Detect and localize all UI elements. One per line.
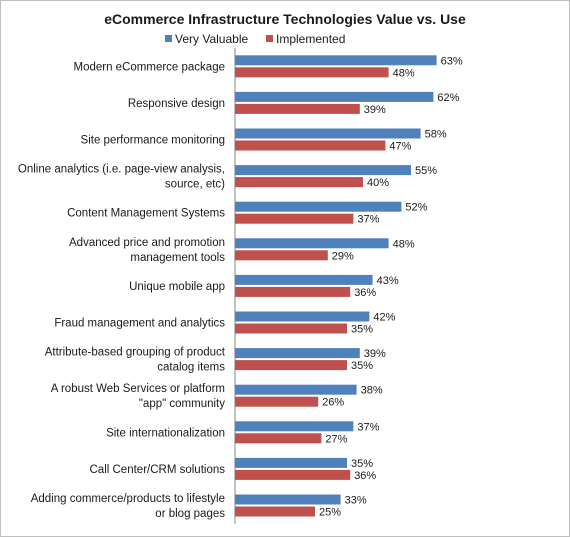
data-label-implemented-10: 26% (322, 397, 344, 409)
bar-implemented-12 (235, 469, 351, 480)
bar-implemented-13 (235, 506, 315, 517)
bar-implemented-9 (235, 360, 347, 371)
bar-very-valuable-9 (235, 348, 360, 359)
bar-implemented-1 (235, 67, 389, 78)
bar-very-valuable-13 (235, 494, 341, 505)
bar-very-valuable-12 (235, 457, 347, 468)
bar-implemented-8 (235, 323, 347, 334)
category-label-8: Fraud management and analytics (54, 318, 225, 330)
bar-very-valuable-8 (235, 311, 370, 322)
bar-implemented-4 (235, 177, 363, 188)
category-label-9-line-1: Attribute-based grouping of product (45, 347, 226, 359)
data-label-implemented-3: 47% (389, 141, 411, 153)
category-label-11: Site internationalization (106, 427, 225, 439)
data-label-implemented-2: 39% (364, 104, 386, 116)
bar-very-valuable-10 (235, 384, 357, 395)
bar-implemented-11 (235, 433, 322, 444)
data-label-very-valuable-1: 63% (441, 55, 463, 67)
data-label-very-valuable-11: 37% (357, 421, 379, 433)
bar-implemented-3 (235, 140, 386, 151)
category-label-9-line-2: catalog items (157, 362, 225, 374)
bar-implemented-6 (235, 250, 328, 261)
category-label-7: Unique mobile app (129, 281, 225, 293)
data-label-very-valuable-10: 38% (361, 385, 383, 397)
data-label-implemented-12: 36% (354, 470, 376, 482)
category-label-2: Responsive design (128, 98, 225, 110)
data-label-implemented-9: 35% (351, 360, 373, 372)
data-label-very-valuable-5: 52% (405, 202, 427, 214)
category-label-1: Modern eCommerce package (74, 61, 226, 73)
data-label-very-valuable-13: 33% (345, 495, 367, 507)
bar-implemented-2 (235, 103, 360, 114)
category-label-6-line-2: management tools (130, 252, 225, 264)
bar-very-valuable-2 (235, 91, 434, 102)
data-label-very-valuable-3: 58% (425, 129, 447, 141)
category-label-12: Call Center/CRM solutions (90, 464, 226, 476)
chart-title: eCommerce Infrastructure Technologies Va… (104, 11, 466, 27)
bar-very-valuable-3 (235, 128, 421, 139)
category-label-13-line-1: Adding commerce/products to lifestyle (31, 493, 225, 505)
data-label-very-valuable-6: 48% (393, 238, 415, 250)
data-label-implemented-6: 29% (332, 250, 354, 262)
bar-implemented-7 (235, 286, 351, 297)
data-label-implemented-13: 25% (319, 507, 341, 519)
legend-label-very-valuable: Very Valuable (175, 32, 248, 46)
data-labels: 63%48%62%39%58%47%55%40%52%37%48%29%43%3… (319, 55, 463, 518)
data-label-implemented-8: 35% (351, 324, 373, 336)
bar-very-valuable-6 (235, 238, 389, 249)
category-label-13-line-2: or blog pages (155, 508, 225, 520)
data-label-implemented-11: 27% (325, 433, 347, 445)
legend-swatch-very-valuable (165, 35, 172, 42)
legend-label-implemented: Implemented (276, 32, 345, 46)
bar-very-valuable-7 (235, 274, 373, 285)
data-label-implemented-5: 37% (357, 214, 379, 226)
data-label-implemented-7: 36% (354, 287, 376, 299)
data-label-very-valuable-9: 39% (364, 348, 386, 360)
category-label-4-line-2: source, etc) (165, 179, 225, 191)
category-label-10-line-1: A robust Web Services or platform (51, 383, 225, 395)
bars (235, 55, 437, 517)
data-label-very-valuable-7: 43% (377, 275, 399, 287)
bar-very-valuable-1 (235, 55, 437, 66)
data-label-implemented-4: 40% (367, 177, 389, 189)
legend: Very Valuable Implemented (165, 32, 345, 46)
data-label-very-valuable-8: 42% (373, 312, 395, 324)
bar-implemented-10 (235, 396, 319, 407)
data-label-implemented-1: 48% (393, 67, 415, 79)
category-label-4-line-1: Online analytics (i.e. page-view analysi… (18, 164, 225, 176)
bar-very-valuable-4 (235, 165, 411, 176)
category-label-3: Site performance monitoring (81, 135, 225, 147)
bar-very-valuable-5 (235, 201, 402, 212)
category-label-10-line-2: "app" community (139, 398, 225, 410)
category-label-5: Content Management Systems (67, 208, 225, 220)
bar-implemented-5 (235, 213, 354, 224)
category-labels: Modern eCommerce package Responsive desig… (18, 61, 226, 520)
data-label-very-valuable-12: 35% (351, 458, 373, 470)
category-label-6-line-1: Advanced price and promotion (69, 237, 225, 249)
bar-very-valuable-11 (235, 421, 354, 432)
legend-swatch-implemented (266, 35, 273, 42)
data-label-very-valuable-2: 62% (437, 92, 459, 104)
data-label-very-valuable-4: 55% (415, 165, 437, 177)
